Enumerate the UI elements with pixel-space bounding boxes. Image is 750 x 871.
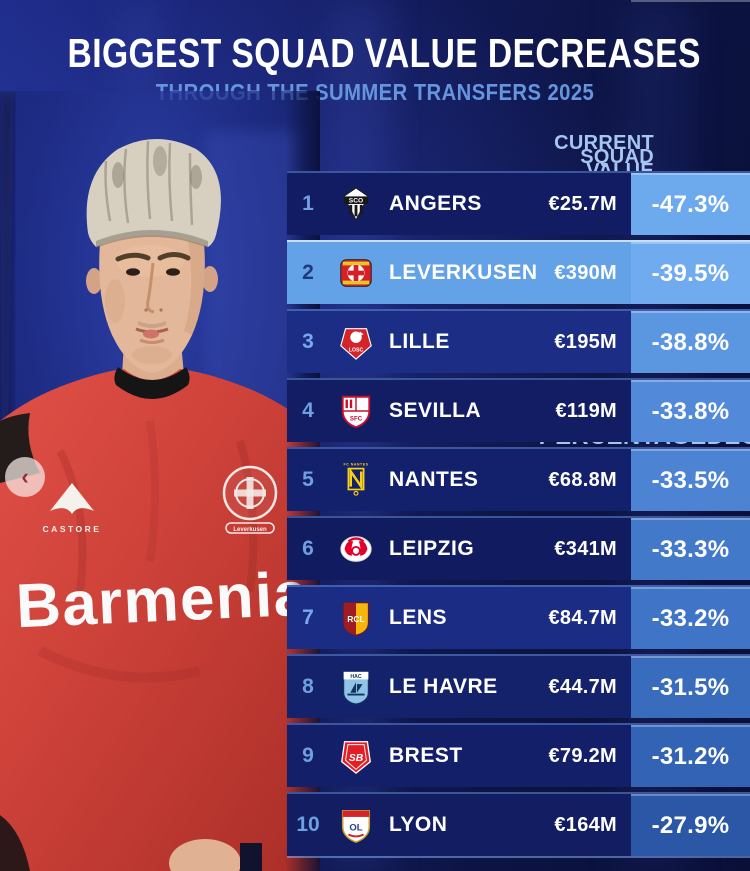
pct-decrease: -47.3% xyxy=(631,173,750,235)
club-name: LENS xyxy=(389,606,448,629)
squad-value: €44.7M xyxy=(548,675,617,698)
pct-decrease: -31.2% xyxy=(631,725,750,787)
squad-value: €84.7M xyxy=(548,606,617,629)
rank: 5 xyxy=(302,468,314,491)
leverkusen-logo xyxy=(329,254,383,292)
pct-decrease: -33.2% xyxy=(631,587,750,649)
crest-banner-text: Leverkusen xyxy=(233,527,267,533)
svg-text:RCL: RCL xyxy=(347,614,365,624)
pct-decrease: -38.8% xyxy=(631,311,750,373)
svg-text:HAC: HAC xyxy=(350,674,362,680)
svg-text:SCO: SCO xyxy=(349,198,363,205)
club-name: LEVERKUSEN xyxy=(389,261,538,284)
pct-decrease: -33.5% xyxy=(631,449,750,511)
pct-decrease: -31.5% xyxy=(631,656,750,718)
club-name: LILLE xyxy=(389,330,450,353)
sponsor-text: Barmenia xyxy=(15,560,310,642)
svg-text:FC NANTES: FC NANTES xyxy=(344,463,369,467)
squad-value-table: 1 SCO ANGERS €25.7M -47.3% 2 LEVERKUSEN … xyxy=(287,171,750,861)
pct-decrease: -33.3% xyxy=(631,518,750,580)
squad-value: €79.2M xyxy=(548,744,617,767)
club-name: NANTES xyxy=(389,468,479,491)
castore-wordmark: CASTORE xyxy=(43,524,102,534)
carousel-prev-button[interactable]: ‹ xyxy=(5,457,45,497)
rank: 2 xyxy=(302,261,314,284)
rank: 7 xyxy=(302,606,314,629)
table-row: 9 SB BREST €79.2M -31.2% xyxy=(287,723,750,787)
pct-decrease: -33.8% xyxy=(631,380,750,442)
club-name: LE HAVRE xyxy=(389,675,498,698)
club-name: BREST xyxy=(389,744,463,767)
sevilla-logo: SFC xyxy=(329,392,383,430)
table-row: 8 HAC LE HAVRE €44.7M -31.5% xyxy=(287,654,750,718)
rank: 8 xyxy=(302,675,314,698)
rank: 1 xyxy=(302,192,314,215)
table-row: 10 OL LYON €164M -27.9% xyxy=(287,792,750,856)
lens-logo: RCL xyxy=(329,599,383,637)
squad-value: €119M xyxy=(555,399,617,422)
rank: 4 xyxy=(302,399,314,422)
leipzig-logo xyxy=(329,530,383,568)
nantes-logo: FC NANTES xyxy=(329,460,383,500)
rank: 6 xyxy=(302,537,314,560)
rank: 9 xyxy=(302,744,314,767)
table-row: 4 SFC SEVILLA €119M -33.8% xyxy=(287,378,750,442)
squad-value: €341M xyxy=(554,537,617,560)
player-photo: CASTORE Leverkusen Barmenia xyxy=(0,91,320,871)
brest-logo: SB xyxy=(329,737,383,775)
club-name: LYON xyxy=(389,813,448,836)
castore-logo xyxy=(50,483,94,514)
table-row: 6 LEIPZIG €341M -33.3% xyxy=(287,516,750,580)
squad-value: €195M xyxy=(554,330,617,353)
lille-logo: LOSC xyxy=(329,323,383,361)
squad-value: €390M xyxy=(554,261,617,284)
pct-decrease: -39.5% xyxy=(631,242,750,304)
squad-value: €164M xyxy=(554,813,617,836)
club-name: SEVILLA xyxy=(389,399,482,422)
rank: 10 xyxy=(296,813,320,836)
squad-value: €68.8M xyxy=(548,468,617,491)
bayer-leverkusen-crest: Leverkusen xyxy=(222,465,278,534)
club-name: ANGERS xyxy=(389,192,482,215)
lyon-logo: OL xyxy=(329,806,383,844)
page-title: BIGGEST SQUAD VALUE DECREASES xyxy=(67,30,701,76)
table-row: 7 RCL LENS €84.7M -33.2% xyxy=(287,585,750,649)
pct-decrease: -27.9% xyxy=(631,794,750,856)
svg-text:LOSC: LOSC xyxy=(349,348,364,354)
squad-value: €25.7M xyxy=(548,192,617,215)
lehavre-logo: HAC xyxy=(329,668,383,706)
svg-text:SFC: SFC xyxy=(350,416,363,423)
svg-text:SB: SB xyxy=(349,753,364,764)
chevron-left-icon: ‹ xyxy=(21,464,29,489)
svg-text:OL: OL xyxy=(349,823,362,834)
club-name: LEIPZIG xyxy=(389,537,475,560)
table-row: 5 FC NANTES NANTES €68.8M -33.5% xyxy=(287,447,750,511)
table-row: 1 SCO ANGERS €25.7M -47.3% xyxy=(287,171,750,235)
table-row: 2 LEVERKUSEN €390M -39.5% xyxy=(287,240,750,304)
table-row: 3 LOSC LILLE €195M -38.8% xyxy=(287,309,750,373)
angers-logo: SCO xyxy=(329,185,383,223)
rank: 3 xyxy=(302,330,314,353)
